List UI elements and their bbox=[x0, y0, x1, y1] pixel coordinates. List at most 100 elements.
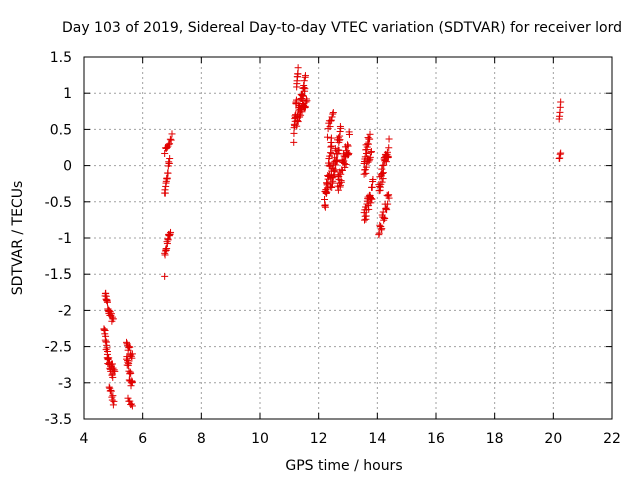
data-point bbox=[128, 354, 136, 362]
data-point bbox=[105, 383, 113, 391]
data-point bbox=[557, 98, 565, 106]
data-point bbox=[127, 369, 135, 377]
data-point bbox=[300, 77, 308, 85]
data-point bbox=[164, 169, 172, 177]
data-point bbox=[108, 360, 116, 368]
data-point bbox=[166, 155, 174, 163]
data-point bbox=[344, 142, 352, 150]
data-point bbox=[127, 401, 135, 409]
data-point bbox=[345, 149, 353, 157]
x-tick-label: 8 bbox=[197, 431, 206, 447]
data-point bbox=[163, 144, 171, 152]
data-point bbox=[290, 138, 298, 146]
data-point bbox=[332, 161, 340, 169]
data-point bbox=[333, 150, 341, 158]
data-point bbox=[124, 394, 132, 402]
data-point bbox=[298, 108, 306, 116]
data-point bbox=[327, 116, 335, 124]
data-point bbox=[103, 298, 111, 306]
data-point bbox=[126, 397, 134, 405]
data-point bbox=[292, 96, 300, 104]
x-tick-labels: 4 6 8 10 12 14 16 18 20 22 bbox=[80, 431, 621, 447]
data-point bbox=[331, 166, 339, 174]
data-point bbox=[323, 133, 331, 141]
data-point bbox=[294, 118, 302, 126]
data-point bbox=[385, 135, 393, 143]
data-point bbox=[123, 353, 131, 361]
data-point bbox=[101, 327, 109, 335]
x-tick-label: 12 bbox=[310, 431, 328, 447]
data-point bbox=[301, 85, 309, 93]
y-tick-label: -2 bbox=[58, 303, 72, 319]
data-point bbox=[367, 195, 375, 203]
y-tick-label: 1.5 bbox=[50, 50, 72, 66]
x-axis-label: GPS time / hours bbox=[285, 458, 402, 474]
x-tick-label: 18 bbox=[486, 431, 504, 447]
y-tick-labels: -3.5 -3 -2.5 -2 -1.5 -1 -0.5 0 0.5 1 1.5 bbox=[45, 50, 72, 428]
y-tick-label: -3 bbox=[58, 376, 72, 392]
data-point bbox=[326, 123, 334, 131]
data-point bbox=[167, 228, 175, 236]
data-point bbox=[368, 195, 376, 203]
x-tick-label: 22 bbox=[603, 431, 621, 447]
data-point bbox=[366, 130, 374, 138]
data-point bbox=[294, 117, 302, 125]
data-point bbox=[327, 134, 335, 142]
data-point bbox=[109, 315, 117, 323]
data-point bbox=[167, 136, 175, 144]
data-point bbox=[327, 117, 335, 125]
x-tick-label: 6 bbox=[138, 431, 147, 447]
data-point bbox=[107, 310, 115, 318]
data-point bbox=[364, 158, 372, 166]
data-point bbox=[107, 386, 115, 394]
data-point bbox=[345, 130, 353, 138]
data-point bbox=[343, 141, 351, 149]
data-point bbox=[102, 289, 110, 297]
y-axis-label: SDTVAR / TECUs bbox=[10, 181, 26, 296]
data-point bbox=[321, 195, 329, 203]
data-point bbox=[103, 344, 111, 352]
data-point bbox=[163, 245, 171, 253]
data-point bbox=[385, 144, 393, 152]
data-point bbox=[332, 158, 340, 166]
data-point bbox=[365, 205, 373, 213]
data-point bbox=[360, 216, 368, 224]
data-point bbox=[369, 175, 377, 183]
data-points bbox=[100, 64, 565, 410]
data-point bbox=[109, 401, 117, 409]
y-tick-label: -1.5 bbox=[45, 267, 72, 283]
data-point bbox=[128, 378, 136, 386]
data-point bbox=[161, 272, 169, 280]
y-tick-label: -3.5 bbox=[45, 412, 72, 428]
x-tick-label: 10 bbox=[251, 431, 269, 447]
data-point bbox=[383, 206, 391, 214]
axis-ticks bbox=[83, 56, 613, 420]
data-point bbox=[166, 135, 174, 143]
data-point bbox=[337, 124, 345, 132]
y-tick-label: 1 bbox=[63, 86, 72, 102]
data-point bbox=[161, 189, 169, 197]
data-point bbox=[367, 148, 375, 156]
chart-title: Day 103 of 2019, Sidereal Day-to-day VTE… bbox=[62, 20, 622, 36]
data-point bbox=[333, 157, 341, 165]
data-point bbox=[329, 110, 337, 118]
data-point bbox=[323, 188, 331, 196]
data-point bbox=[294, 70, 302, 78]
data-point bbox=[111, 367, 119, 375]
data-point bbox=[321, 203, 329, 211]
data-point bbox=[301, 72, 309, 80]
data-point bbox=[108, 393, 116, 401]
data-point bbox=[105, 354, 113, 362]
data-point bbox=[102, 346, 110, 354]
data-point bbox=[128, 402, 136, 410]
x-tick-label: 14 bbox=[368, 431, 386, 447]
data-point bbox=[294, 64, 302, 72]
data-point bbox=[109, 373, 117, 381]
x-tick-label: 16 bbox=[427, 431, 445, 447]
data-point bbox=[385, 194, 393, 202]
data-point bbox=[337, 178, 345, 186]
data-point bbox=[342, 160, 350, 168]
data-point bbox=[328, 142, 336, 150]
data-point bbox=[362, 212, 370, 220]
